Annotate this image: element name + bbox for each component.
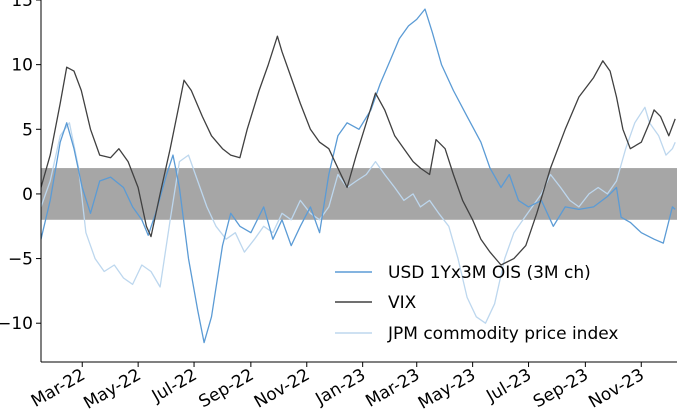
legend-label: VIX [388, 293, 417, 313]
neutral-band [41, 168, 677, 220]
legend-label: USD 1Yx3M OIS (3M ch) [388, 263, 591, 283]
y-axis-ticks: −10 −5 0 5 10 15 [0, 0, 41, 334]
axes [40, 0, 677, 363]
y-tick-label: 10 [11, 56, 33, 76]
x-tick-label: Mar-22 [28, 365, 89, 412]
x-tick-label: Sep-23 [530, 365, 592, 412]
series-line-0 [41, 8, 676, 344]
x-tick-label: Nov-23 [585, 365, 647, 413]
x-tick-label: Jul-23 [482, 365, 535, 407]
legend-label: JPM commodity price index [387, 324, 618, 344]
y-tick-label: 15 [11, 0, 33, 11]
legend: USD 1Yx3M OIS (3M ch) VIX JPM commodity pr… [335, 263, 618, 344]
y-tick-label: −10 [0, 314, 33, 334]
x-tick-label: Jan-23 [312, 365, 370, 410]
x-tick-label: May-22 [80, 365, 144, 414]
series-layer [41, 8, 676, 344]
series-line-1 [41, 35, 676, 266]
x-tick-label: May-23 [415, 365, 479, 414]
y-tick-label: 5 [22, 120, 33, 140]
y-tick-label: −5 [8, 250, 33, 270]
x-tick-label: Sep-22 [196, 365, 258, 412]
x-tick-label: Mar-23 [362, 365, 423, 412]
series-line-2 [41, 106, 676, 324]
x-tick-label: Jul-22 [148, 365, 201, 407]
x-tick-label: Nov-22 [251, 365, 313, 413]
y-tick-label: 0 [22, 185, 33, 205]
